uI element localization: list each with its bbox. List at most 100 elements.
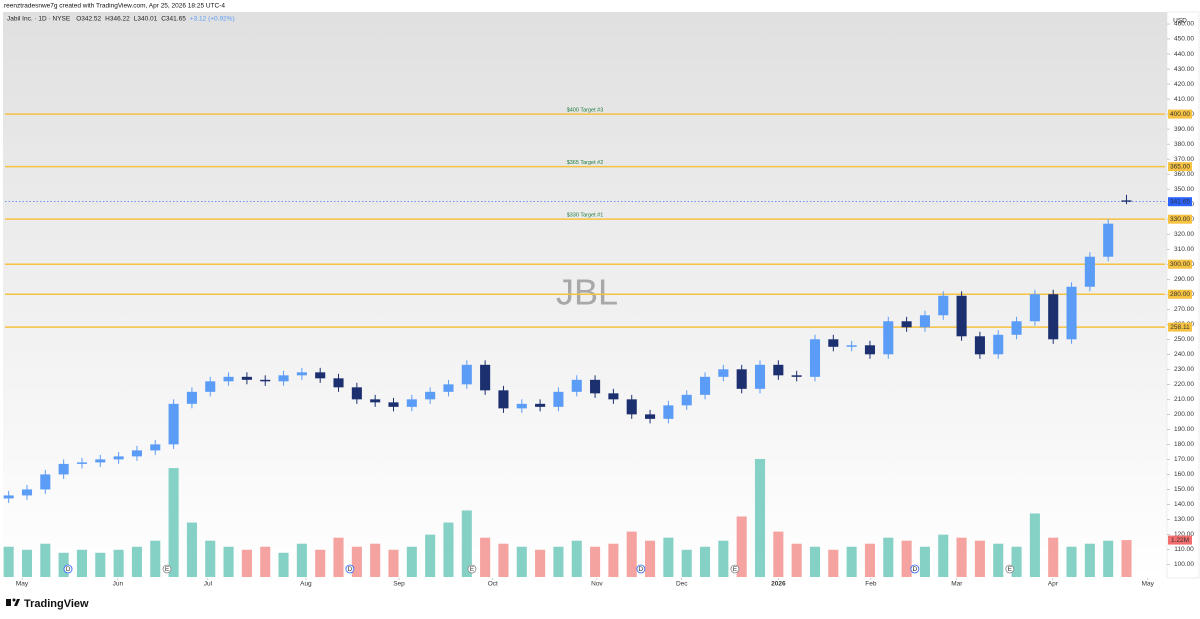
y-tick-label: 310.00 bbox=[1174, 246, 1194, 253]
y-tick-label: 270.00 bbox=[1174, 306, 1194, 313]
volume-bar bbox=[388, 549, 399, 577]
candle-body bbox=[406, 399, 417, 407]
volume-bar bbox=[278, 552, 289, 577]
candle-body bbox=[186, 391, 197, 404]
candle-body bbox=[76, 462, 88, 464]
volume-bar bbox=[736, 516, 747, 577]
candle-body bbox=[535, 403, 546, 407]
volume-bar bbox=[40, 543, 51, 577]
event-marker bbox=[910, 564, 920, 574]
y-tick-label: 460.00 bbox=[1174, 21, 1194, 28]
candle-body bbox=[425, 391, 436, 400]
volume-bar bbox=[773, 531, 784, 577]
level-label: $365 Target #2 bbox=[567, 160, 604, 166]
x-tick-label: 2026 bbox=[771, 581, 786, 588]
volume-bar bbox=[864, 543, 875, 577]
y-tick-label: 100.00 bbox=[1174, 561, 1194, 568]
candle-body bbox=[388, 402, 399, 407]
event-label: D bbox=[348, 566, 353, 573]
candle-body bbox=[223, 376, 234, 382]
event-label: D bbox=[639, 566, 644, 573]
level-tag-label: 280.00 bbox=[1170, 291, 1190, 298]
volume-bar bbox=[168, 468, 179, 577]
ohlc-value: O342.52 bbox=[76, 16, 101, 23]
candle-body bbox=[150, 444, 161, 451]
x-tick-label: Feb bbox=[865, 581, 877, 588]
candle-body bbox=[443, 384, 454, 392]
candle-body bbox=[645, 414, 656, 419]
volume-bar bbox=[1011, 546, 1022, 577]
candle-body bbox=[809, 339, 821, 377]
y-tick-label: 440.00 bbox=[1174, 51, 1194, 58]
currency: USD bbox=[1173, 18, 1187, 25]
volume-bar bbox=[1121, 540, 1132, 577]
candle-body bbox=[681, 394, 692, 406]
candle-body bbox=[1011, 321, 1022, 335]
candle-body bbox=[1121, 200, 1132, 202]
volume-bar bbox=[718, 540, 729, 577]
volume-bar bbox=[809, 546, 821, 577]
volume-bar bbox=[516, 546, 527, 577]
y-tick-label: 250.00 bbox=[1174, 336, 1194, 343]
volume-bar bbox=[919, 546, 930, 577]
event-label: E bbox=[1008, 566, 1013, 573]
candle-body bbox=[131, 450, 142, 457]
level-label: $400 Target #3 bbox=[567, 108, 604, 114]
level-tag bbox=[1168, 109, 1192, 119]
volume-bar bbox=[241, 549, 252, 577]
y-tick-label: 430.00 bbox=[1174, 66, 1194, 73]
volume-bar bbox=[461, 510, 472, 577]
y-tick-label: 110.00 bbox=[1174, 546, 1194, 553]
level-tag bbox=[1168, 289, 1192, 299]
level-tag bbox=[1168, 322, 1192, 332]
candle-body bbox=[113, 456, 124, 460]
change: +3.12 (+0.92%) bbox=[190, 16, 235, 23]
x-tick-label: Oct bbox=[488, 581, 498, 588]
volume-bar bbox=[425, 534, 436, 577]
volume-bar bbox=[498, 543, 509, 577]
candle-body bbox=[590, 379, 601, 394]
volume-bar bbox=[681, 549, 692, 577]
candle-body bbox=[315, 372, 326, 379]
volume-bar bbox=[938, 534, 949, 577]
volume-bar bbox=[956, 537, 967, 577]
candle-body bbox=[278, 375, 289, 382]
level-tag-label: 400.00 bbox=[1170, 111, 1190, 118]
x-tick-label: May bbox=[1142, 581, 1155, 588]
candle-body bbox=[516, 403, 527, 409]
x-tick-label: Apr bbox=[1048, 581, 1059, 588]
candle-body bbox=[699, 376, 711, 395]
candle-body bbox=[883, 321, 894, 355]
y-tick-label: 240.00 bbox=[1174, 351, 1194, 358]
level-tag bbox=[1168, 214, 1192, 224]
candle-body bbox=[58, 463, 69, 475]
volume-bar bbox=[846, 546, 857, 577]
event-marker bbox=[63, 564, 73, 574]
volume-bar bbox=[113, 549, 124, 577]
event-marker bbox=[345, 564, 355, 574]
candle-body bbox=[608, 393, 619, 400]
x-tick-label: Jun bbox=[113, 581, 124, 588]
volume-bar bbox=[1103, 540, 1114, 577]
volume-bar bbox=[260, 546, 271, 577]
y-tick-label: 130.00 bbox=[1174, 516, 1194, 523]
candle-body bbox=[626, 399, 637, 415]
y-tick-label: 180.00 bbox=[1174, 441, 1194, 448]
volume-bar bbox=[205, 540, 216, 577]
volume-bar bbox=[370, 543, 381, 577]
volume-bar bbox=[1048, 537, 1059, 577]
event-marker bbox=[1005, 564, 1015, 574]
volume-bar bbox=[480, 537, 491, 577]
y-tick-label: 140.00 bbox=[1174, 501, 1194, 508]
candle-body bbox=[736, 369, 747, 389]
candle-body bbox=[553, 391, 564, 407]
candle-body bbox=[3, 495, 14, 499]
candle-body bbox=[1048, 294, 1059, 340]
volume-bar bbox=[1066, 546, 1077, 577]
candle-body bbox=[40, 474, 51, 490]
level-tag-label: 258.11 bbox=[1170, 324, 1190, 331]
volume-bar bbox=[645, 540, 656, 577]
volume-bar bbox=[974, 540, 985, 577]
volume-bar bbox=[351, 546, 362, 577]
level-tag-label: 330.00 bbox=[1170, 216, 1190, 223]
